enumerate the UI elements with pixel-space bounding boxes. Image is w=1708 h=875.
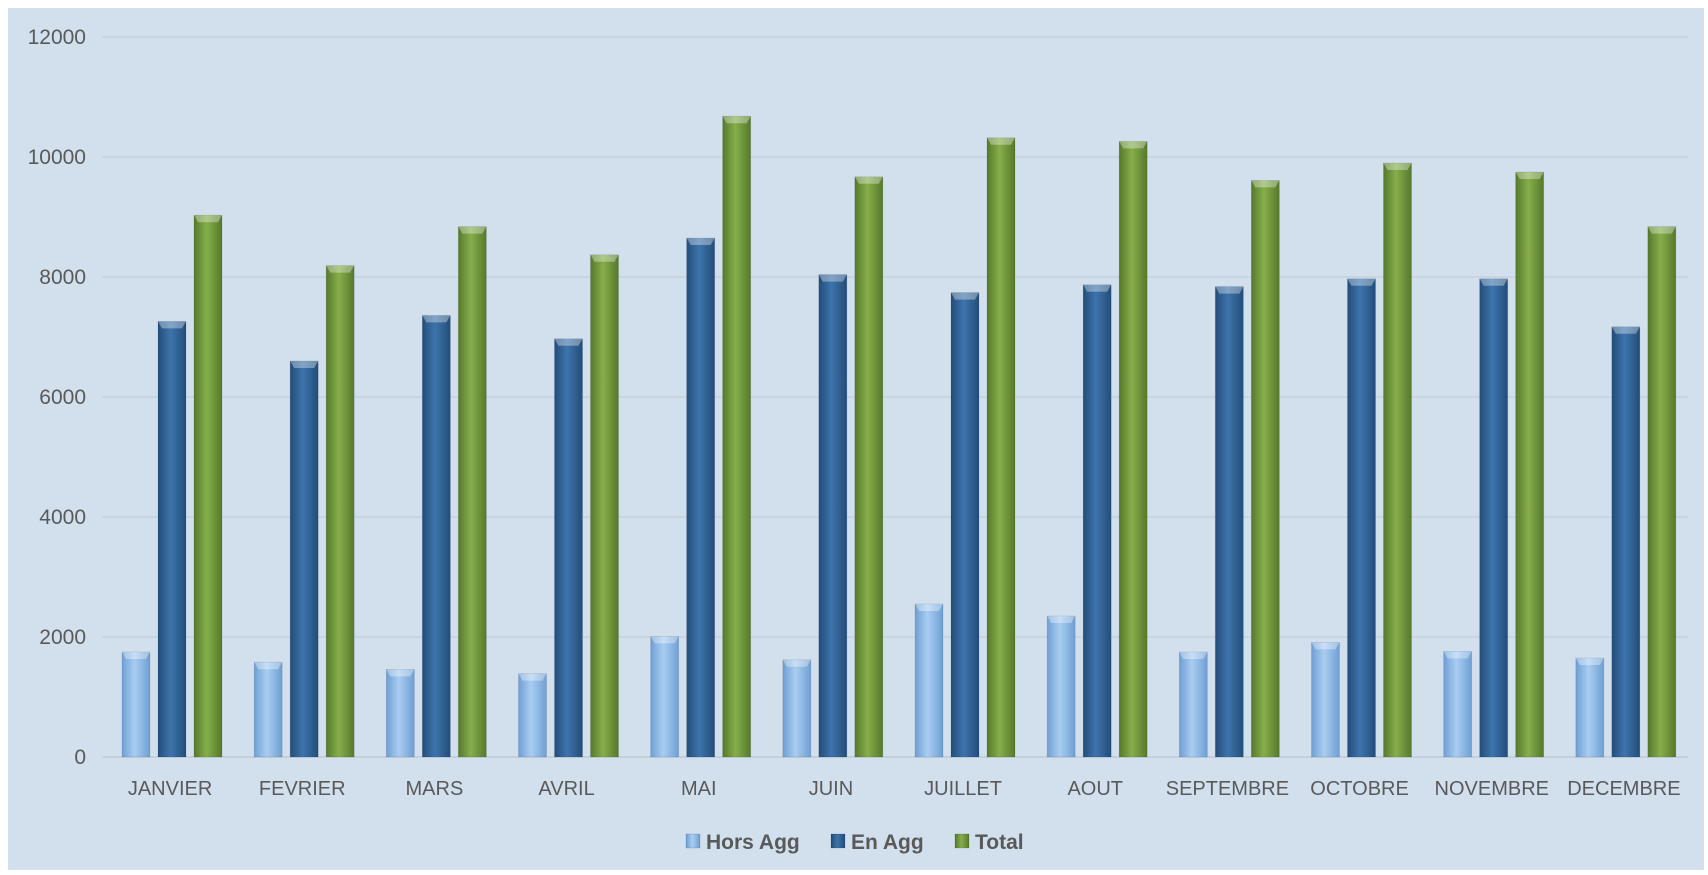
bar-hors-agg-avril [518,673,547,758]
bar-top-bevel [1347,278,1376,286]
bar-hors-agg-juin [782,659,812,758]
legend-swatch-hors-agg [685,833,701,849]
x-category-label: JANVIER [128,778,212,800]
x-category-label: OCTOBRE [1310,778,1409,800]
bar-en-agg-janvier [157,320,187,758]
bar-hors-agg-juillet [914,603,944,758]
bar-total-octobre [1383,162,1412,758]
bar-top-bevel [1311,642,1340,650]
bar-hors-agg-janvier [121,651,151,758]
bar-top-bevel [1647,226,1676,234]
bar-hors-agg-octobre [1311,642,1340,758]
bar-top-bevel [1083,284,1112,292]
bar-hors-agg-mars [385,669,415,758]
bar-top-bevel [122,652,150,659]
bar-top-bevel [1119,141,1148,149]
bar-top-bevel [1515,172,1544,179]
bar-total-avril [590,254,619,758]
y-tick-label: 4000 [39,506,86,529]
x-category-label: SEPTEMBRE [1166,778,1289,800]
x-category-label: AOUT [1067,778,1123,800]
bar-top-bevel [1611,326,1640,334]
bar-en-agg-juin [818,274,848,758]
x-category-label: JUILLET [924,778,1002,800]
x-category-label: FEVRIER [259,778,346,800]
y-tick-label: 8000 [39,266,86,289]
legend-swatch-en-agg [830,833,846,849]
bar-top-bevel [1251,180,1280,188]
bar-top-bevel [686,238,715,245]
bar-total-mai [722,115,752,758]
bar-top-bevel [1443,651,1472,659]
bar-en-agg-octobre [1347,278,1376,758]
bar-top-bevel [194,215,222,223]
bar-top-bevel [518,673,547,681]
bar-hors-agg-novembre [1443,651,1473,758]
y-tick-label: 0 [74,746,86,769]
bar-top-bevel [422,315,451,323]
x-category-label: MAI [681,778,717,800]
bar-top-bevel [1479,278,1508,286]
bar-en-agg-mai [686,237,716,758]
bar-en-agg-avril [554,338,583,758]
bar-top-bevel [290,361,319,368]
x-category-label: NOVEMBRE [1435,778,1549,800]
legend-label: En Agg [851,831,924,854]
bar-total-fevrier [325,265,355,758]
y-tick-label: 10000 [28,146,86,169]
bar-top-bevel [458,226,487,234]
y-tick-label: 6000 [39,386,86,409]
bar-total-mars [457,226,487,758]
bar-hors-agg-fevrier [253,661,283,758]
bar-top-bevel [1383,163,1412,170]
bar-top-bevel [915,604,943,611]
bar-total-aout [1118,140,1148,758]
bar-top-bevel [554,338,583,346]
bar-en-agg-decembre [1611,326,1641,758]
bar-hors-agg-mai [650,636,680,758]
bar-top-bevel [590,254,619,262]
bar-top-bevel [158,321,186,329]
bar-top-bevel [818,274,847,282]
legend-label: Hors Agg [706,831,800,854]
legend-swatch-total [954,833,970,849]
bar-top-bevel [987,137,1015,145]
bar-total-juin [854,176,884,758]
bar-top-bevel [854,176,883,184]
bar-top-bevel [1047,616,1076,623]
bar-top-bevel [1215,286,1244,294]
bar-top-bevel [650,636,679,644]
bar-total-juillet [986,137,1016,758]
x-category-label: JUIN [809,778,853,800]
bar-hors-agg-aout [1046,615,1076,758]
bar-total-janvier [193,214,223,758]
bar-top-bevel [386,669,415,677]
bar-total-novembre [1515,171,1545,758]
bar-en-agg-septembre [1214,286,1244,758]
bar-top-bevel [951,292,979,300]
bar-top-bevel [1179,652,1208,659]
bar-en-agg-mars [421,314,451,758]
y-tick-label: 12000 [28,26,86,49]
y-tick-label: 2000 [39,626,86,649]
bar-total-septembre [1250,179,1280,758]
bar-top-bevel [782,659,811,667]
bar-en-agg-aout [1082,284,1112,758]
x-category-label: AVRIL [538,778,594,800]
bar-en-agg-novembre [1479,278,1509,758]
bar-top-bevel [1575,658,1604,665]
bar-total-decembre [1647,226,1677,758]
x-category-label: MARS [406,778,464,800]
bar-top-bevel [326,265,355,273]
bar-top-bevel [254,662,283,670]
bar-hors-agg-septembre [1178,651,1208,758]
bar-en-agg-fevrier [289,360,319,758]
bar-top-bevel [722,116,751,124]
bar-hors-agg-decembre [1575,657,1605,758]
x-category-label: DECEMBRE [1567,778,1680,800]
legend-label: Total [975,831,1024,854]
bar-en-agg-juillet [950,292,980,758]
